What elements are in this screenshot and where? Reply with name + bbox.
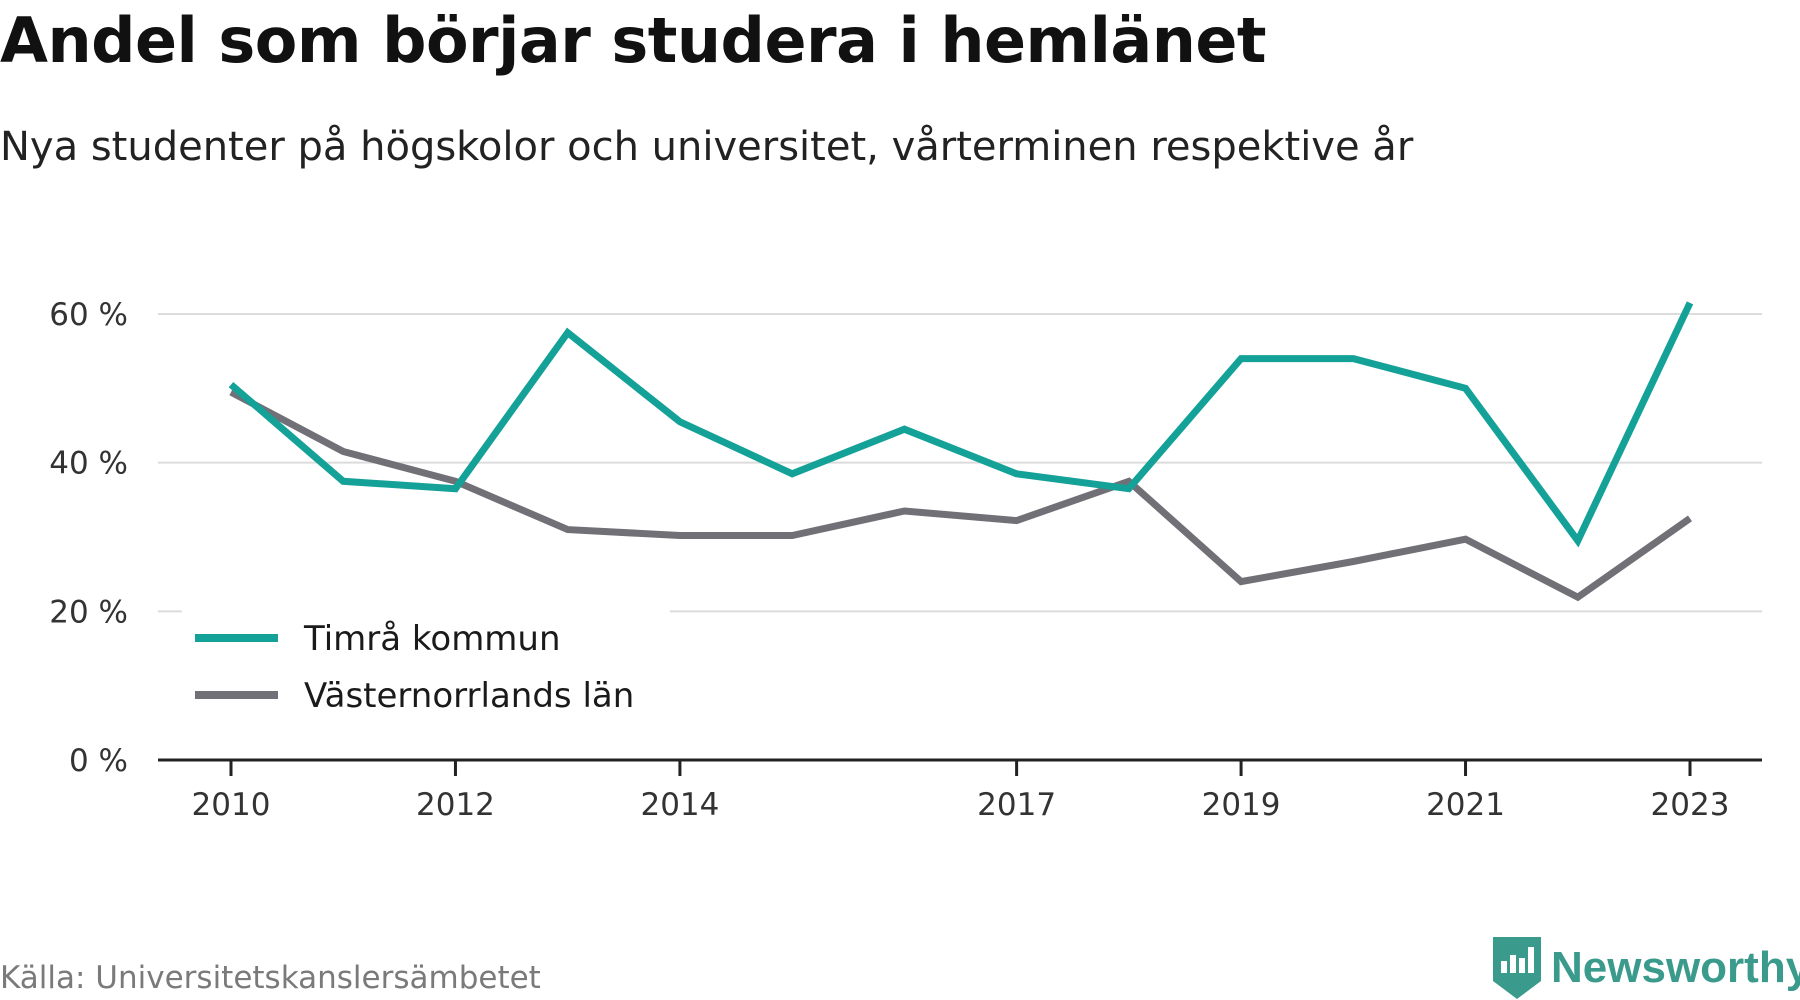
x-tick-label: 2023 [1651,787,1730,823]
chart-subtitle: Nya studenter på högskolor och universit… [0,124,1414,170]
legend-label: Västernorrlands län [304,676,634,716]
legend: Timrå kommun Västernorrlands län [182,606,670,736]
x-axis-ticks [229,760,1692,776]
y-tick-label: 60 % [49,297,128,333]
brand-name: Newsworthy [1551,943,1800,992]
newsworthy-logo-icon [1493,937,1541,999]
series-lines [228,301,1694,602]
legend-label: Timrå kommun [303,619,561,659]
legend-background [182,606,670,736]
y-tick-label: 0 % [69,743,128,779]
x-tick-label: 2012 [416,787,495,823]
y-axis-labels: 0 % 20 % 40 % 60 % [49,297,128,779]
chart-title: Andel som börjar studera i hemlänet [0,4,1267,77]
y-tick-label: 40 % [49,446,128,482]
series-line-vasternorrlands-lan [229,389,1693,602]
y-tick-label: 20 % [49,594,128,630]
brand-logo: Newsworthy [1493,937,1800,999]
x-tick-label: 2019 [1202,787,1281,823]
x-axis-labels: 2010 2012 2014 2017 2019 2021 2023 [192,787,1730,823]
x-tick-label: 2010 [192,787,271,823]
x-tick-label: 2014 [640,787,719,823]
x-tick-label: 2021 [1426,787,1505,823]
source-note: Källa: Universitetskanslersämbetet [0,960,541,996]
series-line-timra-kommun [228,301,1694,548]
x-tick-label: 2017 [977,787,1056,823]
